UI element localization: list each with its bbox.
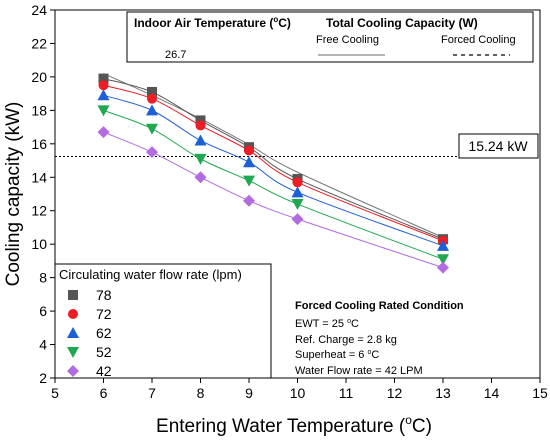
x-axis-label: Entering Water Temperature (oC) — [156, 413, 432, 437]
fit-line-52 — [103, 109, 444, 260]
y-tick-label: 16 — [31, 136, 47, 152]
x-tick-label: 9 — [245, 385, 253, 401]
y-tick-label: 12 — [31, 203, 47, 219]
fit-line-62 — [103, 94, 444, 247]
condition-line-flow: Water Flow rate = 42 LPM — [295, 365, 423, 377]
data-point-62 — [243, 156, 255, 168]
legend-label-42: 42 — [96, 363, 112, 379]
series-legend: Circulating water flow rate (lpm) 78 72 62… — [54, 263, 272, 379]
legend-label-78: 78 — [96, 287, 112, 303]
reference-label: 15.24 kW — [458, 133, 539, 159]
top-legend-box — [126, 11, 534, 63]
reference-label-text: 15.24 kW — [468, 138, 528, 154]
reference-label-box — [458, 133, 539, 159]
data-point-42 — [437, 261, 449, 274]
data-points — [97, 73, 449, 274]
condition-line-superheat: Superheat = 6 oC — [295, 349, 379, 361]
legend-label-52: 52 — [96, 344, 112, 360]
indoor-air-temp-header: Indoor Air Temperature (oC) — [134, 15, 291, 30]
data-point-42 — [146, 146, 158, 159]
x-tick-label: 11 — [339, 385, 354, 401]
condition-line-charge: Ref. Charge = 2.8 kg — [295, 334, 397, 346]
y-tick-label: 10 — [31, 236, 47, 252]
rated-condition-box: Forced Cooling Rated Condition EWT = 25 … — [295, 300, 464, 377]
x-tick-label: 15 — [532, 385, 548, 401]
data-point-52 — [437, 254, 449, 266]
data-point-72 — [292, 177, 303, 188]
data-point-42 — [243, 194, 255, 207]
y-axis-label: Cooling capacity (kW) — [3, 102, 24, 287]
y-tick-label: 8 — [39, 270, 47, 286]
data-point-52 — [97, 105, 110, 117]
legend-label-62: 62 — [96, 325, 112, 341]
data-point-78 — [195, 115, 206, 126]
legend-marker-52 — [67, 347, 79, 358]
total-cooling-header: Total Cooling Capacity (W) — [326, 16, 478, 30]
x-tick-label: 10 — [290, 385, 306, 401]
series-legend-title: Circulating water flow rate (lpm) — [59, 267, 242, 282]
data-point-42 — [194, 171, 207, 184]
data-point-52 — [243, 175, 255, 187]
legend-marker-42 — [67, 365, 79, 377]
legend-marker-72 — [68, 309, 78, 319]
legend-label-72: 72 — [96, 306, 112, 322]
data-point-72 — [147, 93, 157, 104]
data-point-62 — [194, 134, 207, 146]
data-point-52 — [291, 199, 304, 211]
series-legend-box — [54, 263, 272, 379]
y-tick-label: 4 — [39, 337, 47, 353]
y-tick-label: 14 — [31, 169, 47, 185]
data-point-78 — [147, 86, 157, 97]
series-legend-items: 78 72 62 52 42 — [67, 287, 112, 379]
data-point-72 — [244, 145, 254, 156]
y-tick-label: 6 — [39, 303, 47, 319]
data-point-78 — [98, 73, 109, 84]
y-tick-label: 24 — [31, 2, 47, 18]
free-cooling-label: Free Cooling — [316, 34, 379, 46]
data-point-62 — [291, 186, 304, 198]
forced-cooling-label: Forced Cooling — [441, 34, 516, 46]
x-tick-label: 5 — [51, 385, 59, 401]
rated-condition-title: Forced Cooling Rated Condition — [295, 300, 464, 312]
y-tick-label: 2 — [39, 370, 47, 386]
y-tick-label: 22 — [31, 35, 47, 51]
data-point-72 — [195, 120, 206, 131]
data-point-62 — [97, 89, 110, 101]
data-point-62 — [146, 104, 158, 116]
x-tick-label: 7 — [148, 385, 156, 401]
x-tick-label: 13 — [435, 385, 451, 401]
data-point-42 — [291, 213, 304, 226]
fit-line-72 — [103, 84, 444, 242]
top-legend: Indoor Air Temperature (oC) Total Coolin… — [126, 11, 534, 63]
data-point-62 — [437, 239, 449, 251]
data-point-72 — [98, 80, 109, 91]
data-point-42 — [97, 126, 110, 139]
x-tick-label: 8 — [197, 385, 205, 401]
condition-line-ewt: EWT = 25 oC — [295, 318, 359, 330]
y-tick-label: 18 — [31, 102, 47, 118]
data-point-52 — [146, 123, 158, 135]
x-tick-label: 6 — [100, 385, 108, 401]
x-tick-label: 14 — [484, 385, 500, 401]
legend-marker-62 — [67, 327, 79, 338]
x-tick-label: 12 — [387, 385, 403, 401]
data-point-52 — [194, 153, 207, 165]
y-tick-label: 20 — [31, 69, 47, 85]
indoor-air-temp-value: 26.7 — [165, 49, 186, 61]
legend-marker-78 — [68, 290, 78, 300]
